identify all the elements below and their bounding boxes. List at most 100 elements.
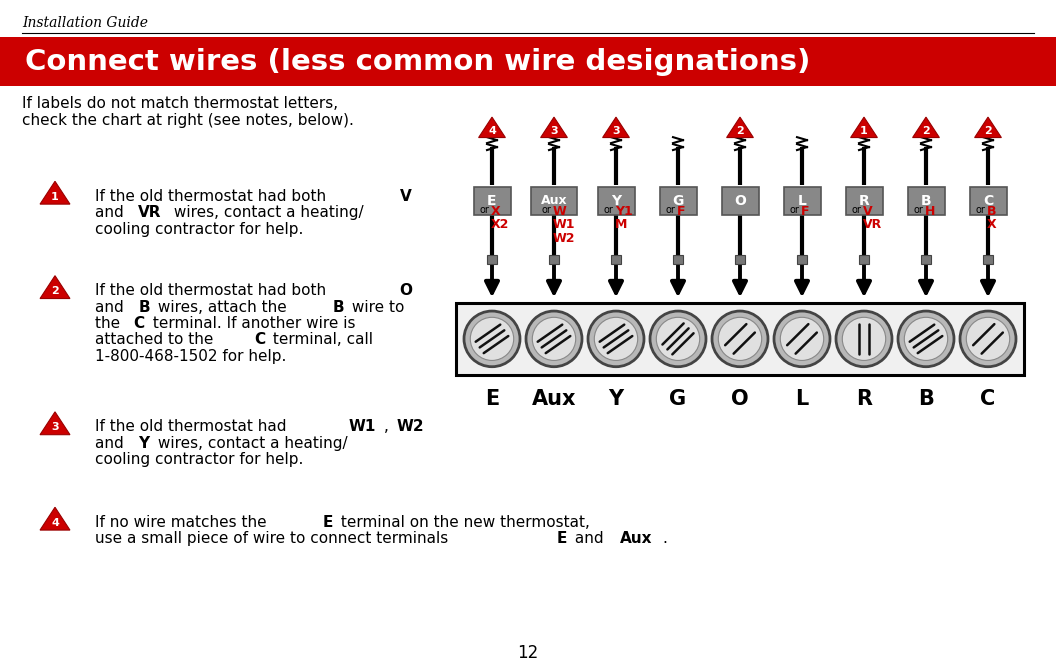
FancyBboxPatch shape bbox=[735, 255, 744, 264]
FancyBboxPatch shape bbox=[531, 187, 577, 214]
Text: X: X bbox=[987, 218, 997, 231]
Text: 1-800-468-1502 for help.: 1-800-468-1502 for help. bbox=[95, 349, 286, 364]
Text: 3: 3 bbox=[550, 126, 558, 136]
Text: and: and bbox=[95, 205, 129, 220]
Text: the: the bbox=[95, 316, 125, 331]
Ellipse shape bbox=[464, 311, 520, 367]
FancyBboxPatch shape bbox=[846, 187, 883, 214]
Text: ,: , bbox=[383, 420, 394, 434]
Text: Installation Guide: Installation Guide bbox=[22, 16, 148, 30]
FancyBboxPatch shape bbox=[660, 187, 697, 214]
Text: terminal. If another wire is: terminal. If another wire is bbox=[148, 316, 356, 331]
Ellipse shape bbox=[532, 317, 576, 360]
Text: B: B bbox=[987, 204, 997, 218]
Text: G: G bbox=[673, 194, 683, 208]
Text: or: or bbox=[851, 204, 861, 214]
Text: 1: 1 bbox=[51, 192, 59, 202]
Text: 4: 4 bbox=[488, 126, 496, 136]
Ellipse shape bbox=[904, 317, 947, 360]
Text: 2: 2 bbox=[984, 126, 992, 136]
Ellipse shape bbox=[718, 317, 761, 360]
Ellipse shape bbox=[526, 311, 582, 367]
Text: wire to: wire to bbox=[347, 300, 404, 314]
FancyBboxPatch shape bbox=[673, 255, 683, 264]
Text: Connect wires (less common wire designations): Connect wires (less common wire designat… bbox=[25, 47, 810, 76]
Polygon shape bbox=[975, 117, 1001, 138]
Text: Aux: Aux bbox=[532, 388, 577, 408]
Text: C: C bbox=[134, 316, 145, 331]
Text: 3: 3 bbox=[51, 422, 59, 432]
FancyBboxPatch shape bbox=[859, 255, 869, 264]
Text: 1: 1 bbox=[861, 126, 868, 136]
Text: wires, contact a heating/: wires, contact a heating/ bbox=[169, 205, 363, 220]
Text: Y: Y bbox=[611, 194, 621, 208]
FancyBboxPatch shape bbox=[473, 187, 510, 214]
Text: cooling contractor for help.: cooling contractor for help. bbox=[95, 452, 303, 467]
Text: Aux: Aux bbox=[620, 531, 653, 546]
Text: W1: W1 bbox=[553, 218, 576, 231]
Text: B: B bbox=[921, 194, 931, 208]
Text: If the old thermostat had both: If the old thermostat had both bbox=[95, 283, 331, 298]
Text: B: B bbox=[918, 388, 934, 408]
Text: VR: VR bbox=[138, 205, 162, 220]
Ellipse shape bbox=[843, 317, 886, 360]
Text: or: or bbox=[603, 204, 612, 214]
Text: E: E bbox=[323, 515, 333, 529]
Text: Y: Y bbox=[138, 436, 150, 451]
Text: O: O bbox=[734, 194, 746, 208]
Text: If the old thermostat had both: If the old thermostat had both bbox=[95, 189, 331, 204]
Text: cooling contractor for help.: cooling contractor for help. bbox=[95, 222, 303, 236]
Polygon shape bbox=[40, 507, 70, 530]
Text: C: C bbox=[983, 194, 993, 208]
Text: O: O bbox=[731, 388, 749, 408]
Text: VR: VR bbox=[863, 218, 882, 231]
Polygon shape bbox=[40, 276, 70, 298]
FancyBboxPatch shape bbox=[456, 303, 1024, 375]
Text: 4: 4 bbox=[51, 518, 59, 528]
Text: E: E bbox=[485, 388, 499, 408]
Ellipse shape bbox=[836, 311, 892, 367]
FancyBboxPatch shape bbox=[611, 255, 621, 264]
Ellipse shape bbox=[898, 311, 954, 367]
FancyBboxPatch shape bbox=[0, 37, 1056, 87]
Text: R: R bbox=[859, 194, 869, 208]
Text: or: or bbox=[479, 204, 489, 214]
Text: or: or bbox=[541, 204, 551, 214]
Polygon shape bbox=[40, 412, 70, 435]
Text: M: M bbox=[615, 218, 627, 231]
FancyBboxPatch shape bbox=[549, 255, 559, 264]
Text: F: F bbox=[802, 204, 810, 218]
Polygon shape bbox=[603, 117, 629, 138]
Text: B: B bbox=[138, 300, 150, 314]
Ellipse shape bbox=[656, 317, 700, 360]
Text: V: V bbox=[863, 204, 872, 218]
FancyBboxPatch shape bbox=[907, 187, 944, 214]
Ellipse shape bbox=[780, 317, 824, 360]
Text: or: or bbox=[913, 204, 923, 214]
Text: O: O bbox=[399, 283, 413, 298]
Polygon shape bbox=[478, 117, 506, 138]
Text: C: C bbox=[254, 332, 265, 348]
Text: Y1: Y1 bbox=[615, 204, 633, 218]
FancyBboxPatch shape bbox=[921, 255, 931, 264]
Text: 12: 12 bbox=[517, 644, 539, 662]
Text: wires, attach the: wires, attach the bbox=[153, 300, 293, 314]
Text: .: . bbox=[662, 531, 667, 546]
Ellipse shape bbox=[774, 311, 830, 367]
Text: R: R bbox=[856, 388, 872, 408]
Ellipse shape bbox=[966, 317, 1010, 360]
Text: If the old thermostat had: If the old thermostat had bbox=[95, 420, 291, 434]
Text: and: and bbox=[95, 436, 129, 451]
Text: Y: Y bbox=[608, 388, 623, 408]
Text: 3: 3 bbox=[612, 126, 620, 136]
Ellipse shape bbox=[470, 317, 513, 360]
Text: L: L bbox=[797, 194, 807, 208]
Text: use a small piece of wire to connect terminals: use a small piece of wire to connect ter… bbox=[95, 531, 453, 546]
Text: If labels do not match thermostat letters,: If labels do not match thermostat letter… bbox=[22, 97, 338, 111]
Text: E: E bbox=[558, 531, 567, 546]
Ellipse shape bbox=[650, 311, 706, 367]
Polygon shape bbox=[727, 117, 753, 138]
Text: terminal on the new thermostat,: terminal on the new thermostat, bbox=[336, 515, 590, 529]
Text: G: G bbox=[670, 388, 686, 408]
Ellipse shape bbox=[588, 311, 644, 367]
